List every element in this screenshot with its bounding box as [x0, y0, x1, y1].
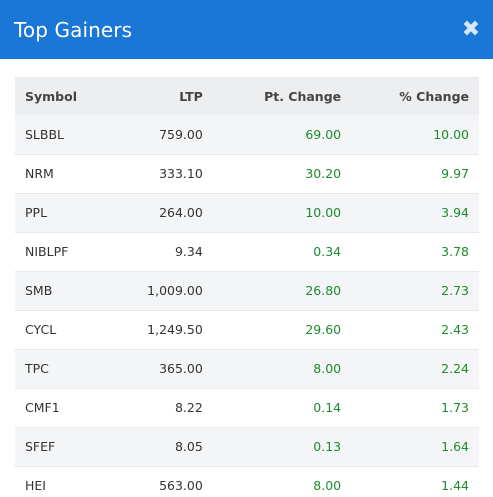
ltp-cell: 759.00 — [159, 126, 203, 142]
pct-change-cell: 9.97 — [441, 166, 469, 181]
modal-body: Symbol LTP Pt. Change % Change SLBBL 759.… — [0, 59, 493, 497]
table-row[interactable]: NRM 333.10 30.20 9.97 — [15, 154, 479, 193]
table-row[interactable]: SMB 1,009.00 26.80 2.73 — [15, 271, 479, 310]
pt-change-cell: 0.34 — [313, 244, 342, 259]
column-header-ltp[interactable]: LTP — [179, 88, 203, 104]
pt-change-cell: 8.00 — [313, 361, 342, 376]
table-header-row: Symbol LTP Pt. Change % Change — [15, 77, 479, 115]
pct-change-cell: 3.94 — [441, 205, 469, 220]
table-row[interactable]: SFEF 8.05 0.13 1.64 — [15, 427, 479, 466]
gainers-table: Symbol LTP Pt. Change % Change SLBBL 759.… — [15, 77, 479, 497]
ltp-cell: 8.22 — [174, 400, 203, 415]
symbol-cell: CMF1 — [25, 400, 60, 415]
table-row[interactable]: CYCL 1,249.50 29.60 2.43 — [15, 310, 479, 349]
pct-change-cell: 2.73 — [441, 283, 469, 298]
pct-change-cell: 2.24 — [441, 361, 469, 376]
pt-change-cell: 29.60 — [305, 322, 342, 337]
pt-change-cell: 69.00 — [305, 126, 342, 142]
symbol-cell: NRM — [25, 166, 54, 181]
table-body: SLBBL 759.00 69.00 10.00 NRM 333.10 30.20 9.97 P… — [15, 115, 479, 497]
column-header-symbol[interactable]: Symbol — [25, 88, 77, 104]
close-icon[interactable]: ✖ — [461, 16, 481, 42]
ltp-cell: 8.05 — [174, 439, 203, 454]
pct-change-cell: 3.78 — [441, 244, 469, 259]
column-header-pct-change[interactable]: % Change — [399, 88, 469, 104]
ltp-cell: 264.00 — [159, 205, 203, 220]
ltp-cell: 1,249.50 — [147, 322, 203, 337]
pt-change-cell: 0.14 — [313, 400, 342, 415]
pt-change-cell: 8.00 — [313, 478, 342, 493]
modal-header: Top Gainers ✖ — [0, 0, 493, 59]
pct-change-cell: 1.73 — [441, 400, 469, 415]
ltp-cell: 333.10 — [159, 166, 203, 181]
table-row[interactable]: HEI 563.00 8.00 1.44 — [15, 466, 479, 497]
pct-change-cell: 10.00 — [433, 126, 469, 142]
symbol-cell: PPL — [25, 205, 48, 220]
pct-change-cell: 1.64 — [441, 439, 469, 454]
symbol-cell: SMB — [25, 283, 53, 298]
ltp-cell: 563.00 — [159, 478, 203, 493]
table-row[interactable]: CMF1 8.22 0.14 1.73 — [15, 388, 479, 427]
table-row[interactable]: NIBLPF 9.34 0.34 3.78 — [15, 232, 479, 271]
ltp-cell: 9.34 — [174, 244, 203, 259]
symbol-cell: CYCL — [25, 322, 57, 337]
table-row[interactable]: TPC 365.00 8.00 2.24 — [15, 349, 479, 388]
pt-change-cell: 0.13 — [313, 439, 342, 454]
modal-title: Top Gainers — [14, 17, 133, 42]
symbol-cell: SLBBL — [25, 126, 65, 142]
symbol-cell: TPC — [25, 361, 49, 376]
pct-change-cell: 2.43 — [441, 322, 469, 337]
symbol-cell: HEI — [25, 478, 46, 493]
pt-change-cell: 10.00 — [305, 205, 342, 220]
ltp-cell: 1,009.00 — [147, 283, 203, 298]
symbol-cell: SFEF — [25, 439, 56, 454]
symbol-cell: NIBLPF — [25, 244, 69, 259]
column-header-pt-change[interactable]: Pt. Change — [264, 88, 342, 104]
table-row[interactable]: PPL 264.00 10.00 3.94 — [15, 193, 479, 232]
ltp-cell: 365.00 — [159, 361, 203, 376]
pt-change-cell: 26.80 — [305, 283, 342, 298]
pt-change-cell: 30.20 — [305, 166, 342, 181]
table-row[interactable]: SLBBL 759.00 69.00 10.00 — [15, 115, 479, 154]
pct-change-cell: 1.44 — [441, 478, 469, 493]
